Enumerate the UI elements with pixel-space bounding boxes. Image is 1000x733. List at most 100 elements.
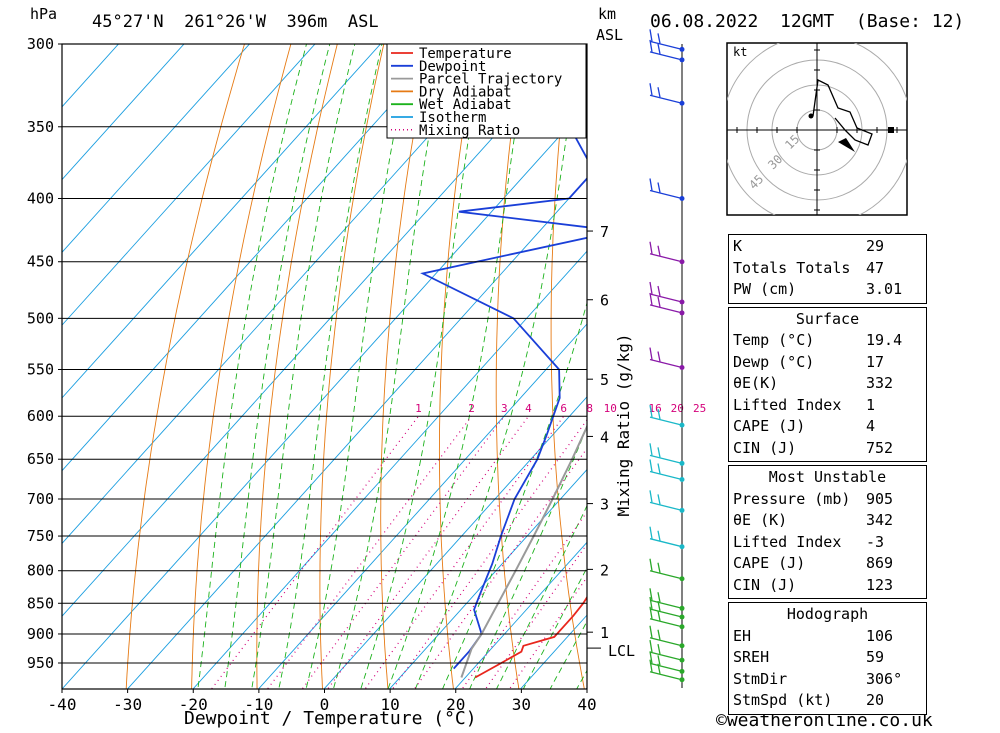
legend-label: Temperature xyxy=(419,46,512,62)
wind-barb xyxy=(649,189,683,200)
wind-barb xyxy=(649,570,683,580)
pressure-tick-label: 500 xyxy=(27,309,54,327)
hodograph-trace xyxy=(812,79,873,146)
wind-barb xyxy=(649,637,683,647)
wind-barb-flag xyxy=(657,351,661,362)
height-tick-label: 5 xyxy=(600,371,609,389)
wind-barb-flag xyxy=(657,655,661,666)
wind-barb-flag xyxy=(657,285,661,297)
wind-barb-flag xyxy=(649,625,653,638)
wind-barb-dot xyxy=(679,476,685,482)
index-label: CIN (J) xyxy=(733,438,797,457)
index-value: 20 xyxy=(866,691,885,709)
wind-barb-flag xyxy=(657,463,661,474)
wind-barb-flag xyxy=(657,33,661,44)
index-row: Pressure (mb) 905 xyxy=(729,489,926,511)
wind-barb-flag xyxy=(649,588,653,601)
mixing-ratio-label: 3 xyxy=(501,402,508,415)
plot-frame xyxy=(61,43,588,690)
wind-barb-flag xyxy=(657,245,661,256)
wind-barb-dot xyxy=(679,259,685,265)
wind-barb-dot xyxy=(679,614,685,620)
wind-barb-flag xyxy=(649,459,653,472)
index-row: CIN (J) 123 xyxy=(729,575,926,597)
height-tick-label: 3 xyxy=(600,496,609,514)
height-tick-label: 1 xyxy=(600,624,609,642)
wind-barb-flag xyxy=(657,600,661,612)
index-label: Lifted Index xyxy=(733,395,842,414)
dry-adiabat-line xyxy=(256,44,338,689)
wind-barb-flag xyxy=(657,494,661,505)
temperature-tick-label: 10 xyxy=(380,695,399,714)
mixing-ratio-label: 20 xyxy=(671,402,684,415)
wind-barb-flag xyxy=(649,558,653,571)
wind-barb-dot xyxy=(679,460,685,466)
wind-barb-dot xyxy=(679,100,685,106)
wind-barb xyxy=(649,304,683,314)
index-row: θE(K) 332 xyxy=(729,373,926,395)
wind-barb-flag xyxy=(657,610,661,621)
index-value: 59 xyxy=(866,648,885,666)
wind-barb-flag xyxy=(657,562,661,573)
location-title: 45°27'N 261°26'W 396m ASL xyxy=(92,12,379,32)
isotherm-line xyxy=(388,468,587,689)
legend-label: Dewpoint xyxy=(419,59,486,75)
index-row: θE (K) 342 xyxy=(729,510,926,532)
wet-adiabat-line xyxy=(522,566,587,689)
wind-barb-dot xyxy=(679,46,685,52)
wind-barb xyxy=(649,618,683,628)
index-value: 4 xyxy=(866,417,876,435)
temperature-tick-label: 0 xyxy=(320,695,330,714)
wind-barb-flag xyxy=(649,596,653,610)
index-row: CAPE (J) 4 xyxy=(729,416,926,438)
wind-barb xyxy=(649,662,683,673)
profile-dewpoint xyxy=(420,44,587,670)
wet-adiabat-line xyxy=(495,504,587,689)
hodograph-indices-box: Hodograph EH 106 SREH 59 StmDir 306° StmSpd (k… xyxy=(728,602,927,715)
wind-barb xyxy=(649,416,683,426)
index-row: K 29 xyxy=(729,236,926,258)
index-value: 905 xyxy=(866,489,894,508)
isotherm-line xyxy=(323,396,587,689)
wind-barb xyxy=(649,40,683,50)
wind-barb-flag xyxy=(649,526,653,539)
mixing-ratio-line xyxy=(508,576,587,689)
mixing-ratio-label: 8 xyxy=(586,402,593,415)
mixing-ratio-axis-label: Mixing Ratio (g/kg) xyxy=(614,333,633,516)
stability-indices-table: K 29 Totals Totals 47 PW (cm) 3.01 Surface Te… xyxy=(728,234,927,718)
temperature-tick-label: -10 xyxy=(244,695,273,714)
wind-barb xyxy=(649,454,683,464)
mixing-ratio-label: 25 xyxy=(693,402,706,415)
index-value: 29 xyxy=(866,237,885,255)
index-value: 106 xyxy=(866,626,894,645)
wind-barb-flag xyxy=(657,447,661,458)
wind-barb-flag xyxy=(657,296,661,308)
dry-adiabat-line xyxy=(937,0,1000,717)
wind-barb-flag xyxy=(649,606,653,619)
wind-barb-flag xyxy=(657,663,661,674)
mixing-ratio-line xyxy=(301,415,505,689)
pressure-tick-label: 750 xyxy=(27,527,54,545)
wind-barb-flag xyxy=(657,530,661,541)
index-value: 306° xyxy=(866,669,903,688)
wind-barb-flag xyxy=(649,651,653,664)
wind-barb-flag xyxy=(649,178,653,191)
footer-copyright[interactable]: ©weatheronline.co.uk xyxy=(716,710,933,731)
mixing-ratio-label: 6 xyxy=(560,402,567,415)
wind-profile xyxy=(649,29,685,688)
index-row: Dewp (°C) 17 xyxy=(729,352,926,374)
wind-barb-flag xyxy=(657,629,661,640)
temperature-tick-label: -30 xyxy=(113,695,142,714)
wet-adiabat-line xyxy=(360,44,485,689)
isotherm-line xyxy=(62,104,587,689)
mixing-ratio-line xyxy=(266,415,472,689)
index-row: CIN (J) 752 xyxy=(729,438,926,460)
index-value: 752 xyxy=(866,438,894,457)
mixing-ratio-label: 2 xyxy=(468,402,475,415)
km-unit-label: km xyxy=(598,5,617,23)
hodograph-origin-dot xyxy=(808,113,814,119)
index-value: 332 xyxy=(866,374,894,392)
